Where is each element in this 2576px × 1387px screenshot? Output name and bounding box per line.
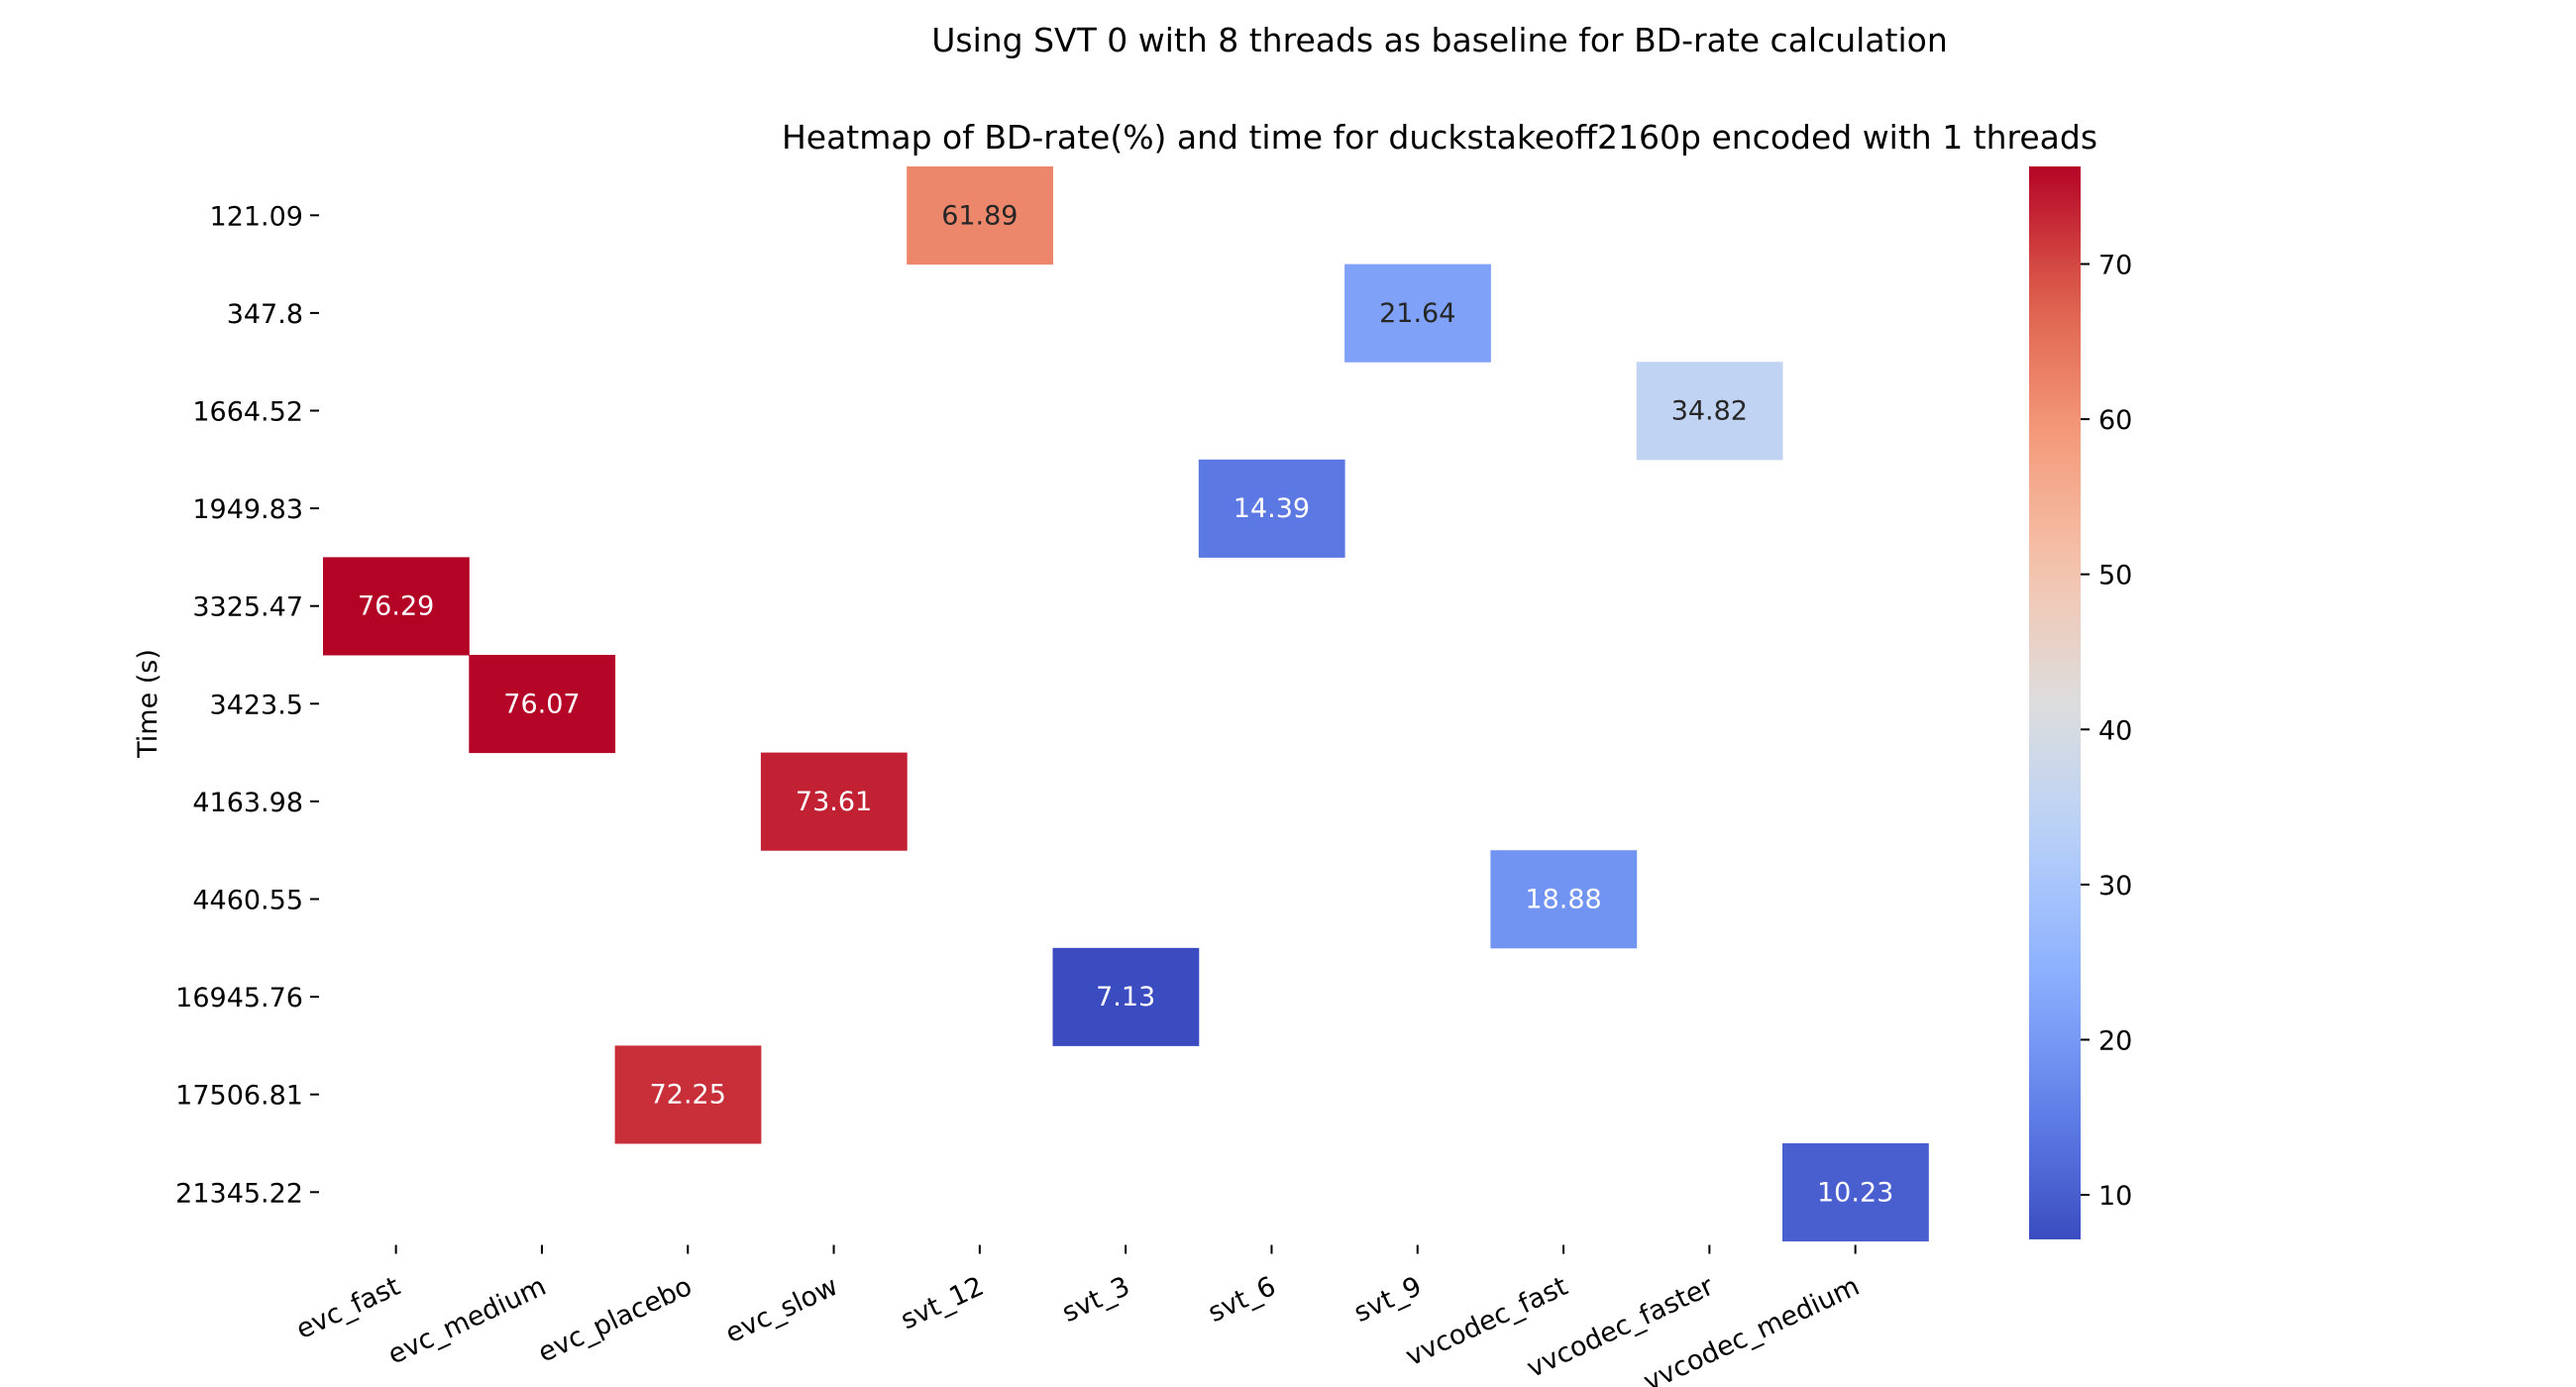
cell-value-label: 18.88 [1525, 885, 1601, 915]
heatmap-cell [1490, 850, 1638, 949]
y-tick-label: 1664.52 [192, 397, 303, 428]
x-tick-label: evc_slow [721, 1271, 843, 1349]
heatmap-cell [907, 166, 1053, 266]
colorbar-gradient [2029, 166, 2081, 1239]
cell-value-label: 76.29 [358, 591, 434, 622]
colorbar-tick-label: 60 [2098, 405, 2132, 436]
y-tick-label: 1949.83 [192, 494, 303, 525]
heatmap-cells: 61.89 21.64 34.82 14.39 76.29 76.07 73.61 18.88… [323, 166, 1929, 1242]
y-tick-label: 3325.47 [192, 592, 303, 623]
x-tick-label: svt_9 [1349, 1271, 1427, 1329]
x-tick-label: svt_12 [896, 1271, 988, 1335]
y-axis-ticks: 121.09 347.8 1664.52 1949.83 3325.47 3423.5 41… [175, 201, 319, 1209]
colorbar: 10 20 30 40 50 60 70 [2029, 166, 2132, 1239]
cell-value-label: 34.82 [1671, 396, 1748, 427]
y-tick-label: 121.09 [210, 201, 303, 232]
heatmap-cell [760, 752, 908, 851]
cell-value-label: 7.13 [1096, 982, 1155, 1013]
heatmap-cell [469, 655, 616, 754]
heatmap-cell [1052, 947, 1200, 1046]
y-tick-label: 4460.55 [192, 886, 303, 916]
y-tick-label: 21345.22 [175, 1178, 303, 1209]
chart-suptitle: Using SVT 0 with 8 threads as baseline f… [931, 21, 1948, 59]
colorbar-tick-label: 50 [2098, 561, 2132, 591]
colorbar-tick-label: 10 [2098, 1181, 2132, 1212]
heatmap-cell [614, 1045, 762, 1144]
y-tick-label: 16945.76 [175, 983, 303, 1014]
cell-value-label: 72.25 [650, 1080, 726, 1111]
y-tick-label: 4163.98 [192, 788, 303, 818]
x-tick-label: evc_fast [291, 1271, 404, 1345]
cell-value-label: 73.61 [796, 787, 872, 817]
chart-title: Heatmap of BD-rate(%) and time for ducks… [782, 118, 2097, 157]
x-tick-label: evc_placebo [534, 1271, 698, 1369]
cell-value-label: 76.07 [503, 689, 580, 719]
cell-value-label: 61.89 [941, 200, 1018, 231]
y-tick-label: 347.8 [227, 299, 303, 330]
colorbar-tick-label: 70 [2098, 250, 2132, 280]
heatmap-cell [1636, 362, 1783, 461]
cell-value-label: 14.39 [1234, 493, 1310, 524]
heatmap-cell [1344, 264, 1491, 363]
x-tick-label: svt_3 [1057, 1271, 1134, 1329]
y-tick-label: 3423.5 [210, 690, 303, 720]
colorbar-tick-label: 40 [2098, 715, 2132, 746]
y-tick-label: 17506.81 [175, 1081, 303, 1112]
x-tick-label: svt_6 [1204, 1271, 1281, 1329]
cell-value-label: 21.64 [1379, 298, 1455, 329]
cell-value-label: 10.23 [1817, 1177, 1893, 1208]
y-axis-label: Time (s) [133, 649, 163, 759]
heatmap-cell [323, 557, 470, 656]
heatmap-cell [1198, 459, 1345, 558]
colorbar-tick-label: 30 [2098, 871, 2132, 902]
heatmap-cell [1782, 1143, 1929, 1242]
x-tick-label: evc_medium [383, 1271, 551, 1371]
colorbar-tick-label: 20 [2098, 1025, 2132, 1056]
